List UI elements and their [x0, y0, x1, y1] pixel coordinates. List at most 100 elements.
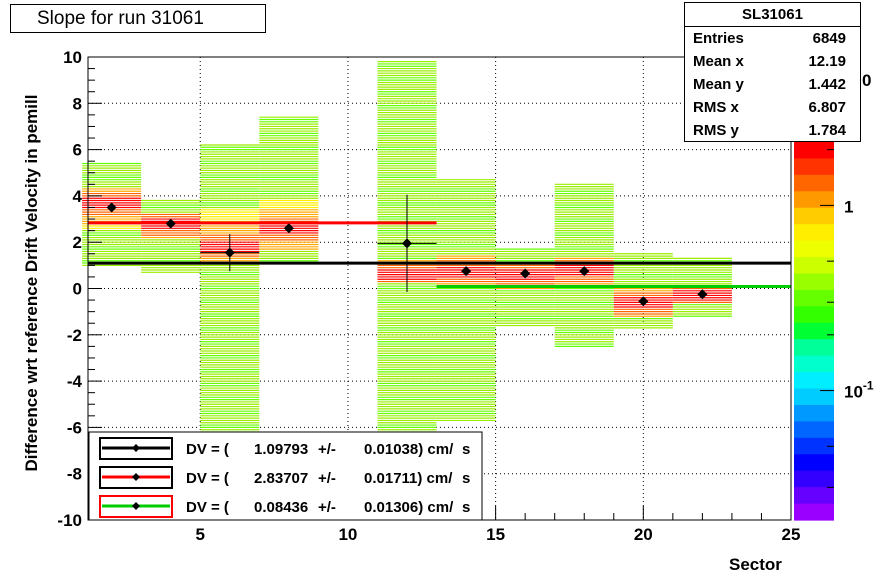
colorbar-segment [794, 142, 834, 160]
stats-value: 1.442 [808, 76, 846, 93]
legend-swatch-box [99, 437, 173, 460]
legend-pm: +/- [318, 499, 336, 516]
histogram-column [82, 162, 142, 266]
point-marker [165, 218, 176, 229]
stats-value: 6849 [812, 30, 846, 47]
y-tick-label: -10 [57, 511, 82, 530]
legend-unit: s [462, 441, 470, 458]
y-tick-label: 0 [73, 280, 82, 299]
x-tick-label: 20 [634, 525, 653, 544]
colorbar-segment [794, 339, 834, 357]
colorbar-segment [794, 191, 834, 209]
colorbar-segment [794, 487, 834, 505]
stats-row-mean-x: Mean x 12.19 [685, 50, 860, 73]
point-marker [106, 202, 117, 213]
stats-label: Mean y [693, 76, 744, 93]
legend-entry: DV = (0.08436 +/- 0.01306) cm/s [99, 495, 470, 518]
legend-entry: DV = (1.09793 +/- 0.01038) cm/s [99, 437, 470, 460]
data-point [283, 223, 294, 234]
legend-unit: s [462, 470, 470, 487]
colorbar-segment [794, 454, 834, 472]
stats-row-rms-y: RMS y 1.784 [685, 119, 860, 142]
x-tick-label: 10 [338, 525, 357, 544]
x-tick-label: 15 [486, 525, 505, 544]
colorbar-label: 10-1 [844, 379, 874, 402]
legend-value: 1.09793 [254, 441, 308, 458]
legend-error: 0.01038) cm/ [364, 441, 454, 458]
stats-title: SL31061 [685, 3, 860, 27]
y-tick-label: 4 [73, 187, 83, 206]
legend-swatch-box [99, 466, 173, 489]
legend-unit: s [462, 499, 470, 516]
stats-label: RMS x [693, 99, 739, 116]
point-marker [579, 266, 590, 277]
colorbar-segment [794, 273, 834, 291]
y-tick-label: -6 [67, 418, 82, 437]
histogram-column [141, 199, 201, 273]
histogram-column [200, 144, 260, 435]
point-marker [461, 266, 472, 277]
x-tick-label: 25 [782, 525, 801, 544]
stats-row-rms-x: RMS x 6.807 [685, 96, 860, 119]
data-point [697, 289, 708, 300]
y-tick-label: 10 [63, 48, 82, 67]
colorbar-segment [794, 421, 834, 439]
legend-error: 0.01306) cm/ [364, 499, 454, 516]
colorbar-segment [794, 388, 834, 406]
colorbar-segment [794, 306, 834, 324]
legend-pm: +/- [318, 441, 336, 458]
chart-title: Slope for run 31061 [10, 4, 266, 33]
colorbar-segment [794, 224, 834, 242]
fit-lines [88, 221, 791, 289]
colorbar-segment [794, 289, 834, 307]
stats-label: Entries [693, 30, 744, 47]
y-tick-label: 6 [73, 141, 82, 160]
y-axis-label: Difference wrt reference Drift Velocity … [22, 94, 41, 472]
data-point [520, 268, 531, 279]
colorbar-segment [794, 437, 834, 455]
colorbar-segment [794, 158, 834, 176]
stats-value: 12.19 [808, 53, 846, 70]
point-marker [283, 223, 294, 234]
colorbar-segment [794, 240, 834, 258]
colorbar-segment [794, 322, 834, 340]
legend-swatch-marker [132, 473, 140, 481]
stats-row-mean-y: Mean y 1.442 [685, 73, 860, 96]
x-axis-label: Sector [729, 555, 782, 574]
point-marker [520, 268, 531, 279]
stats-row-entries: Entries 6849 [685, 27, 860, 50]
profile-points [106, 194, 708, 307]
legend-swatch-marker [132, 444, 140, 452]
colorbar-label: 1 [844, 197, 853, 216]
legend-value: 2.83707 [254, 470, 308, 487]
data-point [461, 266, 472, 277]
colorbar-top-label: 0 [862, 71, 871, 90]
legend-swatch-marker [132, 502, 140, 510]
legend-value: 0.08436 [254, 499, 308, 516]
legend-entry: DV = (2.83707 +/- 0.01711) cm/s [99, 466, 470, 489]
data-point [165, 218, 176, 229]
y-tick-label: -8 [67, 465, 82, 484]
stats-value: 1.784 [808, 122, 846, 139]
point-marker [697, 289, 708, 300]
y-tick-label: -2 [67, 326, 82, 345]
colorbar-segment [794, 404, 834, 422]
legend-swatch-box [99, 495, 173, 518]
data-point [200, 234, 260, 272]
histogram-column [613, 253, 673, 329]
colorbar-segment [794, 372, 834, 390]
colorbar-segment [794, 174, 834, 192]
data-point [579, 266, 590, 277]
legend-prefix: DV = ( [186, 470, 229, 487]
colorbar-segment [794, 355, 834, 373]
colorbar: 1 10-1 0 [794, 71, 874, 521]
legend-pm: +/- [318, 470, 336, 487]
stats-box: SL31061 Entries 6849 Mean x 12.19 Mean y 1.… [684, 2, 861, 142]
data-point [377, 194, 437, 292]
legend: DV = (1.09793 +/- 0.01038) cm/s DV = (2.837… [88, 431, 483, 521]
colorbar-segment [794, 207, 834, 225]
stats-label: Mean x [693, 53, 744, 70]
data-point [106, 202, 117, 213]
histogram-column [436, 179, 496, 422]
colorbar-segment [794, 470, 834, 488]
